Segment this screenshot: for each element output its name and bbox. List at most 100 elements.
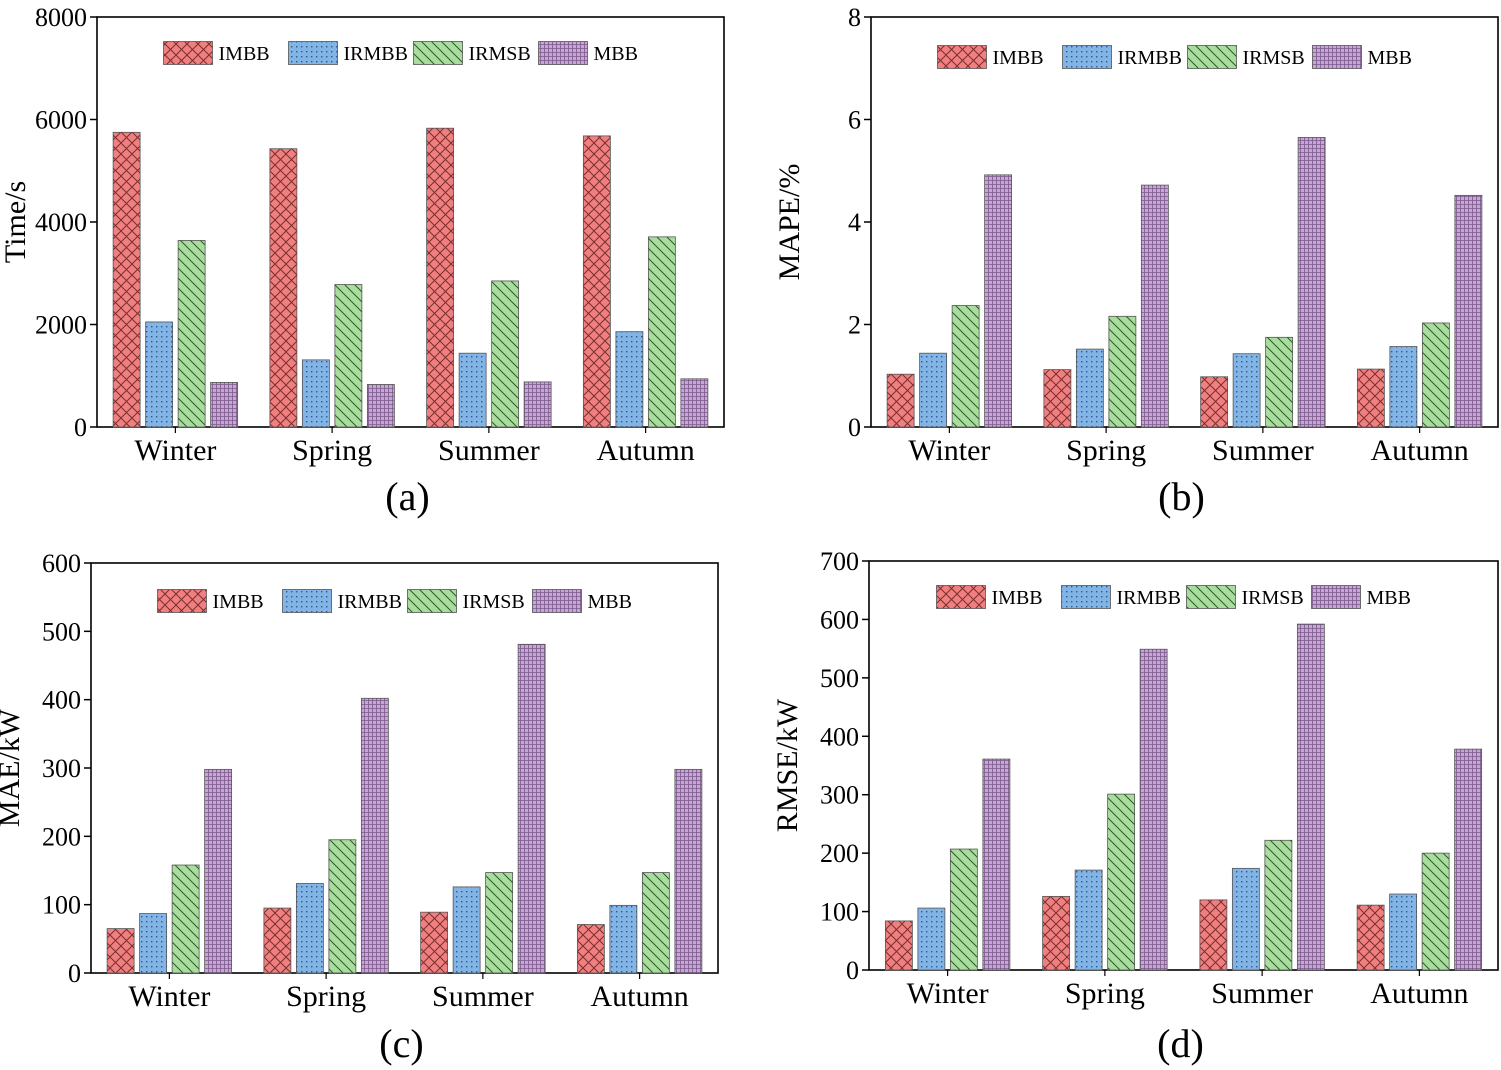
legend-label-irmbb: IRMBB	[338, 591, 402, 613]
bar-mbb-spring	[1140, 184, 1169, 428]
legend-swatch-irmsb	[1187, 45, 1237, 69]
x-tick-label: Summer	[438, 434, 540, 467]
bar-irmsb-spring	[1107, 793, 1136, 971]
bar-imbb-summer	[426, 127, 455, 428]
plot-area-frame	[868, 560, 1499, 971]
bar-irmbb-summer	[452, 886, 481, 974]
bar-irmbb-summer	[458, 352, 487, 428]
bar-irmsb-autumn	[641, 872, 670, 974]
bar-imbb-autumn	[582, 135, 611, 428]
legend-swatch-irmsb	[1186, 585, 1236, 609]
legend-swatch-irmsb	[407, 589, 457, 613]
bar-mbb-autumn	[674, 768, 703, 974]
x-tick-label: Spring	[1065, 977, 1145, 1010]
bar-mbb-spring	[1139, 648, 1168, 971]
legend-label-mbb: MBB	[588, 591, 632, 613]
bar-imbb-autumn	[1356, 368, 1385, 428]
y-tick-label: 0	[68, 959, 81, 988]
x-tick-label: Autumn	[596, 434, 694, 467]
y-axis-label: Time/s	[0, 181, 32, 263]
y-axis-label: MAE/kW	[0, 708, 26, 827]
bar-imbb-summer	[420, 911, 449, 974]
bar-imbb-autumn	[1356, 904, 1385, 971]
bar-irmsb-summer	[485, 872, 514, 974]
x-tick-label: Autumn	[1370, 977, 1468, 1010]
legend-label-imbb: IMBB	[992, 587, 1043, 609]
bar-irmbb-spring	[1075, 348, 1104, 428]
x-tick-label: Winter	[907, 977, 989, 1010]
y-tick-label: 400	[42, 686, 81, 715]
bar-mbb-summer	[517, 643, 546, 974]
y-tick-label: 4000	[35, 208, 87, 237]
panel-c: 0 100 200 300 400 500 600 MAE/kW Winter Spring Sum…	[0, 549, 719, 1066]
legend-swatch-mbb	[1312, 45, 1362, 69]
bar-imbb-spring	[1042, 895, 1071, 971]
y-tick-label: 400	[820, 722, 859, 751]
y-tick-label: 600	[820, 605, 859, 634]
y-tick-label: 500	[820, 664, 859, 693]
panel-caption: (b)	[1158, 474, 1205, 519]
bar-imbb-winter	[112, 131, 141, 428]
y-tick-label: 2	[848, 311, 861, 340]
bar-imbb-winter	[106, 928, 135, 974]
bar-irmsb-winter	[949, 848, 978, 971]
bar-mbb-spring	[360, 697, 389, 974]
legend-swatch-irmsb	[413, 41, 463, 65]
bar-irmbb-autumn	[1389, 893, 1418, 971]
bar-imbb-winter	[884, 920, 913, 971]
bar-mbb-autumn	[1454, 194, 1483, 428]
legend-label-mbb: MBB	[1367, 587, 1411, 609]
bar-irmsb-spring	[1108, 315, 1137, 428]
y-axis-label: RMSE/kW	[771, 698, 804, 832]
bar-irmbb-winter	[145, 321, 174, 428]
x-tick-label: Winter	[908, 434, 990, 467]
legend-label-irmbb: IRMBB	[1118, 47, 1182, 69]
x-tick-label: Spring	[1066, 434, 1146, 467]
x-tick-label: Summer	[432, 980, 534, 1013]
legend-swatch-imbb	[936, 585, 986, 609]
panel-caption: (c)	[379, 1021, 423, 1066]
legend-label-irmsb: IRMSB	[1242, 587, 1304, 609]
y-tick-label: 6	[848, 106, 861, 135]
y-tick-label: 100	[42, 891, 81, 920]
bar-mbb-winter	[210, 382, 239, 428]
bar-irmsb-summer	[1265, 336, 1294, 428]
y-tick-label: 200	[820, 839, 859, 868]
legend-swatch-mbb	[1311, 585, 1361, 609]
legend-swatch-irmbb	[1062, 45, 1112, 69]
y-tick-label: 6000	[35, 106, 87, 135]
bar-mbb-autumn	[1454, 748, 1483, 971]
bar-mbb-autumn	[680, 378, 709, 428]
bar-mbb-winter	[984, 174, 1013, 428]
x-tick-label: Summer	[1212, 434, 1314, 467]
bar-imbb-spring	[269, 148, 298, 428]
x-tick-label: Spring	[286, 980, 366, 1013]
bar-mbb-summer	[1296, 623, 1325, 971]
bar-irmsb-autumn	[1421, 852, 1450, 971]
y-tick-label: 4	[848, 208, 861, 237]
y-tick-label: 8	[848, 3, 861, 32]
y-tick-label: 100	[820, 898, 859, 927]
x-tick-label: Summer	[1211, 977, 1313, 1010]
bar-irmsb-winter	[177, 240, 206, 428]
bar-imbb-summer	[1200, 376, 1229, 428]
bar-mbb-winter	[982, 758, 1011, 971]
y-axis-label: MAPE/%	[773, 164, 806, 281]
y-tick-label: 2000	[35, 311, 87, 340]
bar-imbb-spring	[1043, 369, 1072, 428]
bar-irmsb-winter	[171, 864, 200, 974]
y-tick-label: 300	[820, 781, 859, 810]
bar-irmbb-spring	[1074, 869, 1103, 971]
bar-mbb-summer	[523, 381, 552, 428]
legend-label-irmsb: IRMSB	[469, 43, 531, 65]
bar-irmsb-summer	[1264, 839, 1293, 971]
bar-irmsb-autumn	[647, 236, 676, 428]
bar-irmbb-summer	[1232, 353, 1261, 428]
y-tick-label: 8000	[35, 3, 87, 32]
legend-swatch-irmbb	[1061, 585, 1111, 609]
y-tick-label: 0	[74, 413, 87, 442]
y-tick-label: 0	[846, 956, 859, 985]
y-tick-label: 500	[42, 617, 81, 646]
y-tick-label: 700	[820, 547, 859, 576]
